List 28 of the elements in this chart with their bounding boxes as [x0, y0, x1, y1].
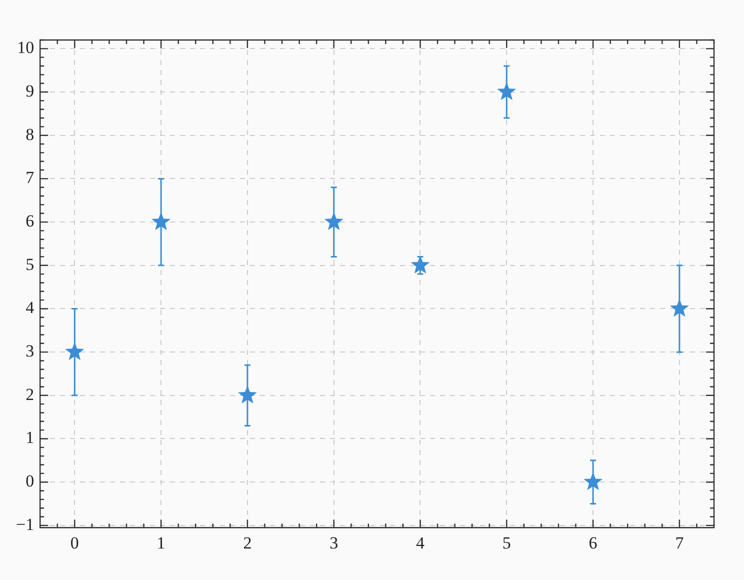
y-tick-label: 2 — [26, 384, 34, 404]
y-tick-label: −1 — [16, 514, 34, 534]
point — [670, 298, 689, 317]
x-tick-label: 2 — [243, 533, 252, 552]
y-tick-label: 5 — [26, 254, 34, 274]
x-tick-label: 0 — [70, 533, 79, 552]
y-tick-label: 3 — [26, 342, 34, 361]
y-tick-label: 8 — [26, 124, 34, 144]
point — [238, 385, 257, 404]
point — [410, 255, 430, 274]
y-tick-label: 1 — [26, 428, 34, 448]
y-tick-label: 9 — [26, 81, 34, 100]
x-tick-label: 1 — [156, 533, 166, 552]
x-tick-label: 5 — [502, 533, 511, 552]
point — [497, 82, 516, 100]
point — [65, 342, 84, 360]
y-tick-label: 4 — [26, 298, 35, 318]
point — [324, 212, 344, 230]
y-tick-label: 0 — [26, 472, 34, 491]
x-tick-label: 7 — [675, 533, 684, 552]
x-tick-label: 6 — [588, 533, 598, 552]
x-tick-label: 3 — [330, 533, 338, 552]
y-tick-label: 6 — [26, 212, 34, 231]
point — [152, 212, 171, 230]
point — [584, 472, 603, 490]
y-tick-label: 7 — [26, 168, 35, 188]
x-tick-label: 4 — [416, 533, 425, 552]
y-tick-label: 10 — [17, 38, 34, 58]
